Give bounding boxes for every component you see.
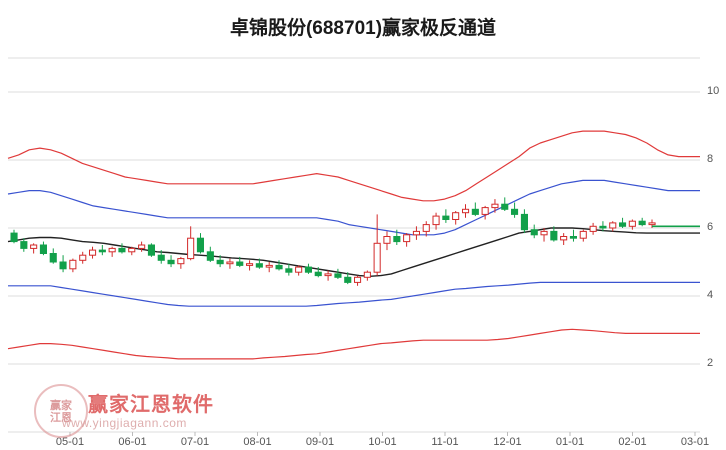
x-axis-tick-label: 03-01: [680, 436, 710, 448]
grid-lines: [8, 57, 700, 433]
x-axis-tick-label: 07-01: [180, 436, 210, 448]
watermark-seal-line2: 江恩: [50, 412, 72, 424]
x-axis-tick-label: 01-01: [555, 436, 585, 448]
y-axis-tick-label: 10: [707, 85, 720, 97]
x-axis-tick-label: 08-01: [243, 436, 272, 448]
watermark-url: www.yingjiagann.com: [62, 416, 187, 430]
y-axis-tick-label: 2: [707, 357, 714, 369]
watermark-brand: 赢家江恩软件: [88, 394, 214, 416]
x-axis-tick-label: 12-01: [493, 436, 522, 448]
x-axis-tick-label: 06-01: [118, 436, 147, 448]
x-axis-tick-label: 02-01: [618, 436, 647, 448]
watermark-seal-line1: 赢家: [50, 400, 72, 412]
channel-line-3: [8, 281, 700, 307]
channel-line-1: [7, 179, 700, 236]
channel-line-4: [7, 328, 700, 360]
y-axis-tick-label: 6: [707, 221, 714, 233]
x-axis-tick-label: 09-01: [305, 436, 335, 448]
channel-line-0: [7, 130, 700, 202]
candles: [10, 197, 656, 286]
y-axis-tick-label: 8: [707, 153, 714, 165]
channel-line-2: [7, 227, 700, 277]
x-axis-tick-label: 10-01: [368, 436, 397, 448]
chart-title: 卓锦股份(688701)赢家极反通道: [229, 18, 497, 39]
watermark-seal: 赢家 江恩: [34, 384, 88, 438]
x-axis-tick-label: 05-01: [55, 436, 85, 448]
y-axis-tick-label: 4: [707, 289, 714, 301]
x-axis-tick-label: 11-01: [431, 436, 459, 448]
